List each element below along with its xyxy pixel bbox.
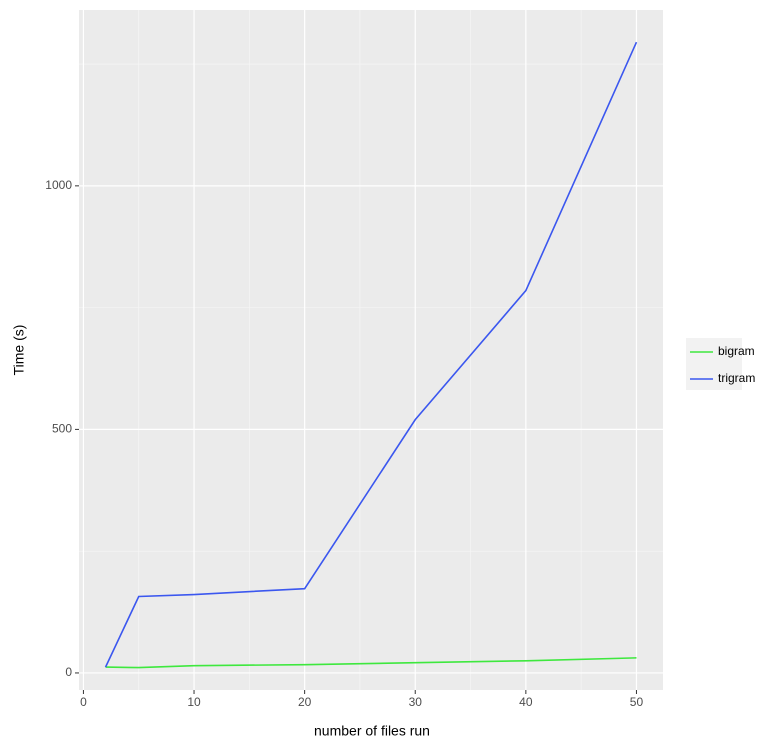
x-tick-label: 30 <box>409 695 423 709</box>
x-tick-label: 40 <box>519 695 533 709</box>
y-axis-title: Time (s) <box>11 325 27 376</box>
x-tick-label: 0 <box>80 695 87 709</box>
x-tick-label: 10 <box>187 695 201 709</box>
plot-panel <box>79 10 663 690</box>
x-axis-title: number of files run <box>314 723 430 739</box>
x-tick-label: 50 <box>630 695 644 709</box>
x-tick-label: 20 <box>298 695 312 709</box>
y-tick-label: 500 <box>52 422 72 436</box>
y-tick-label: 0 <box>65 665 72 679</box>
legend-label: trigram <box>718 371 755 385</box>
legend-box <box>686 338 742 390</box>
series-line <box>104 41 638 668</box>
y-tick-label: 1000 <box>45 178 72 192</box>
legend-label: bigram <box>718 344 755 358</box>
series-line <box>105 657 637 669</box>
